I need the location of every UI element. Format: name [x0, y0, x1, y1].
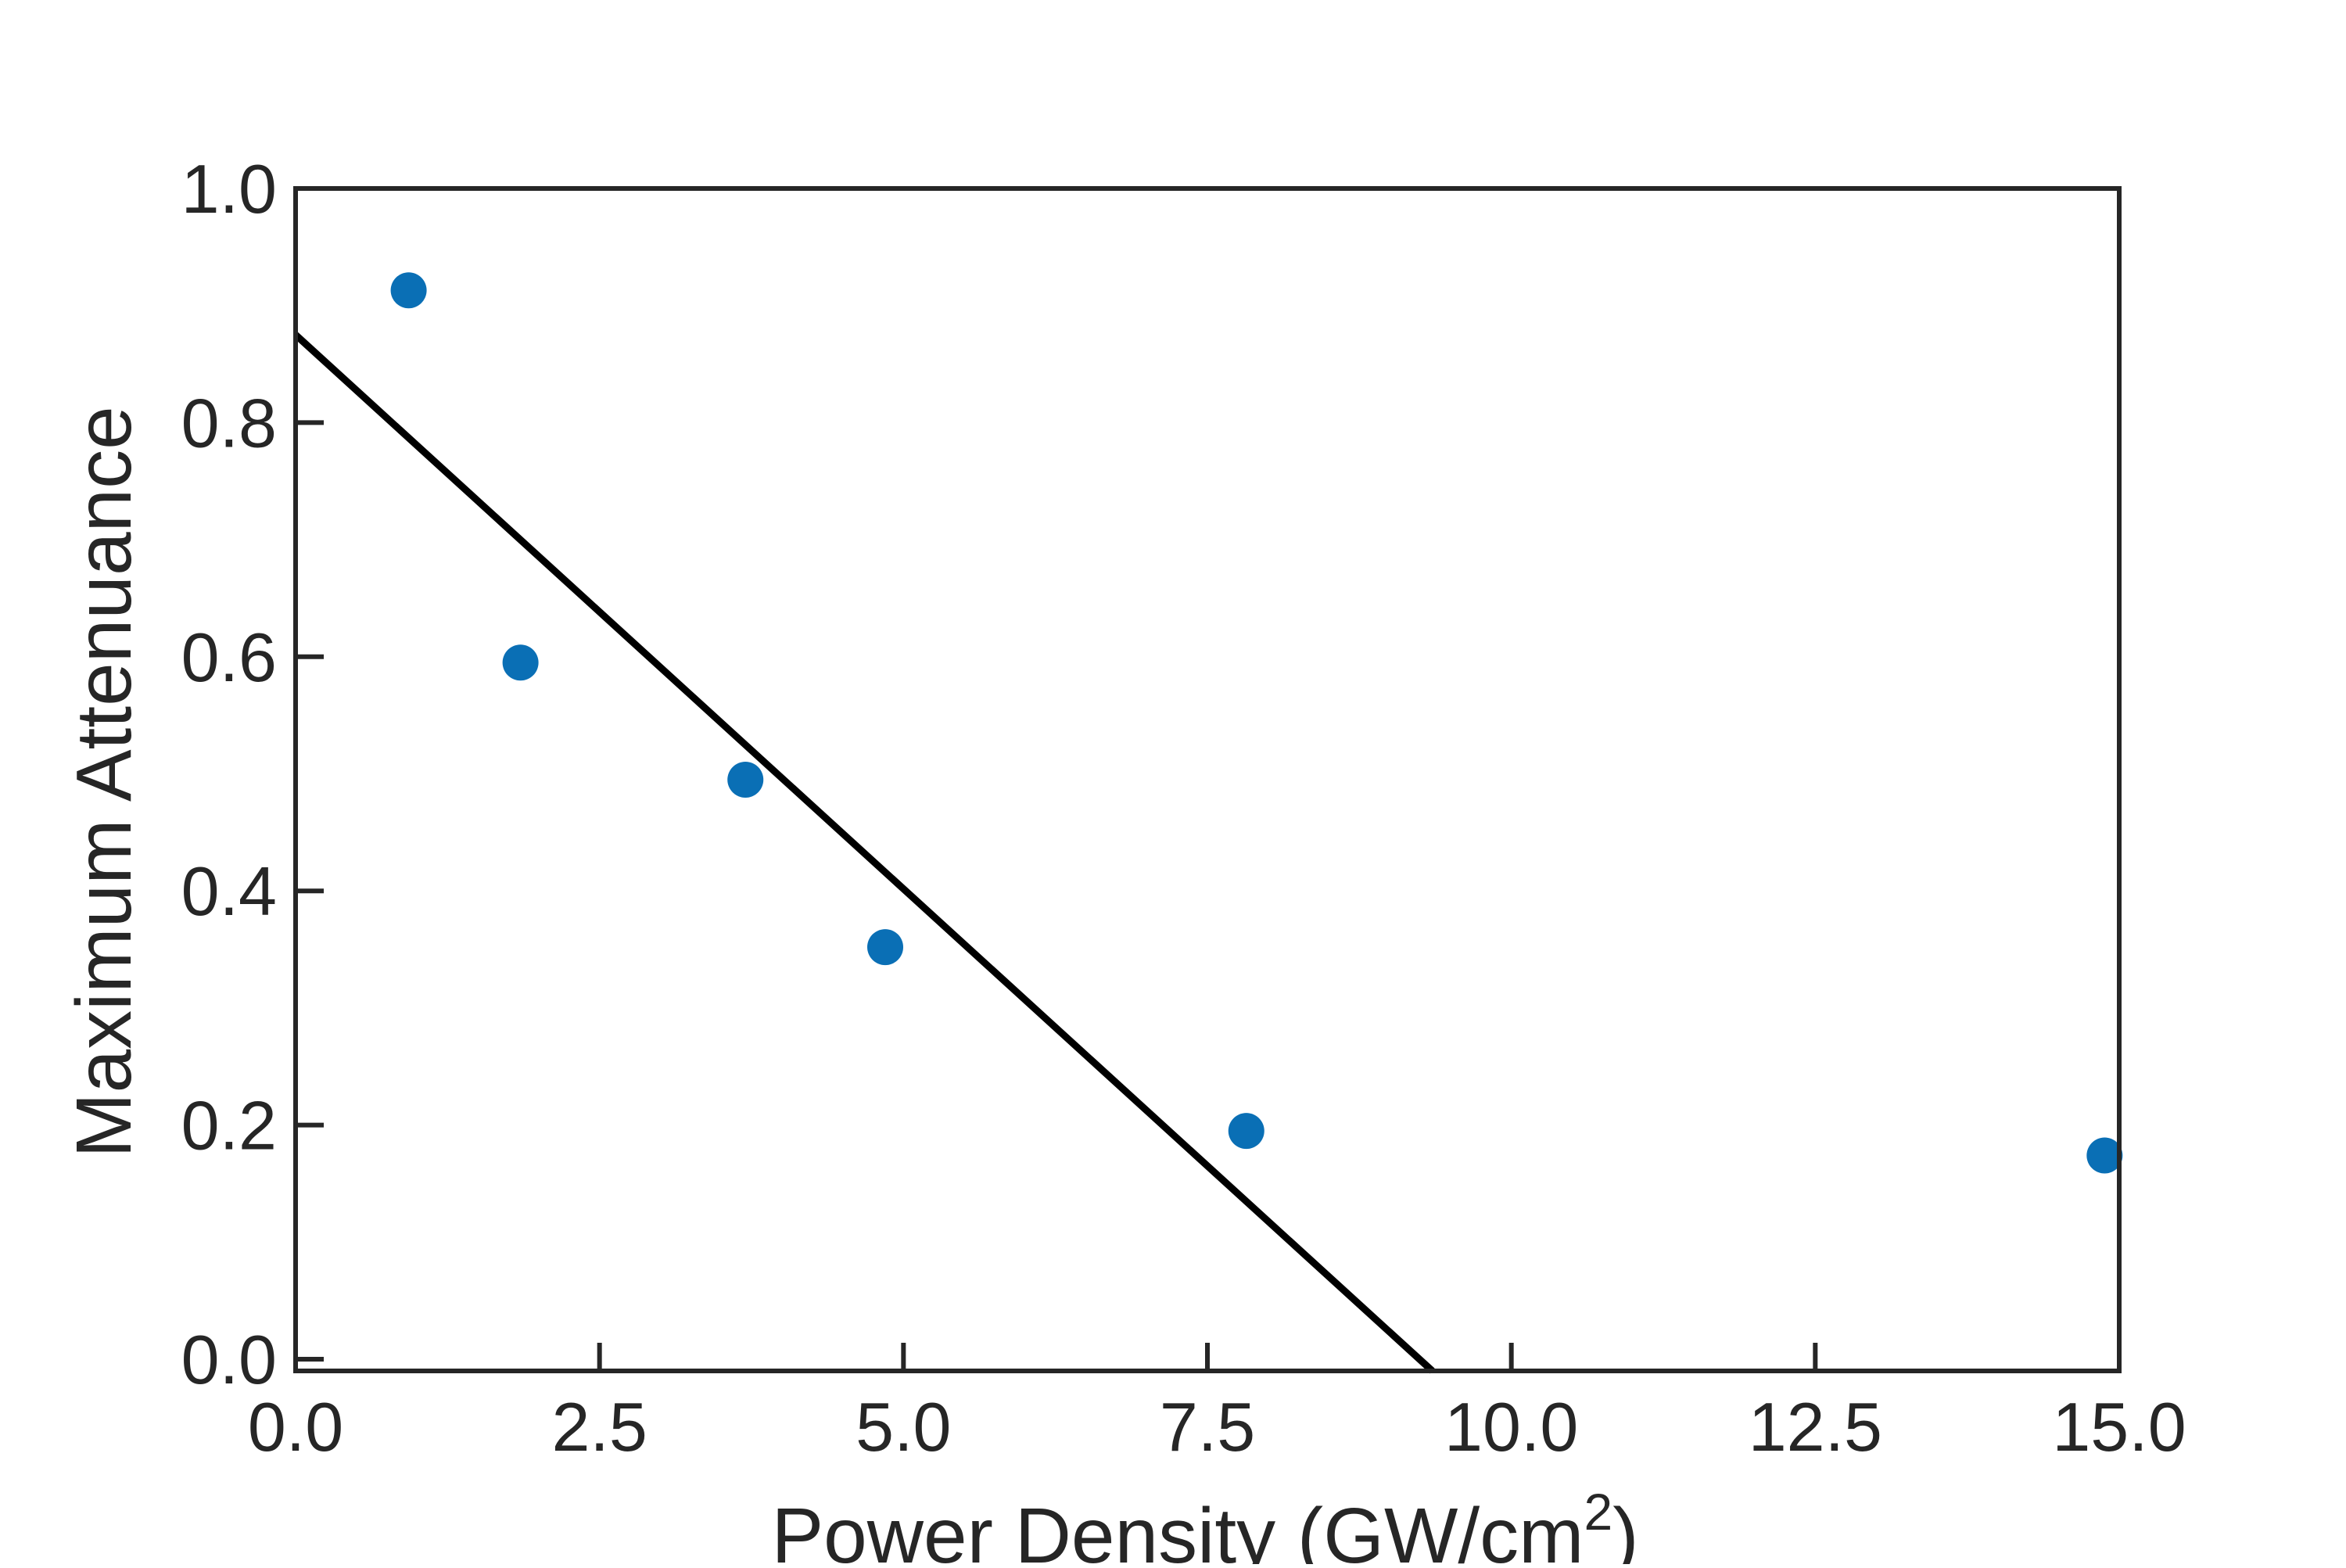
x-tick-label: 0.0: [248, 1388, 343, 1466]
data-point: [390, 272, 427, 309]
series-layer: [292, 272, 2123, 1374]
x-tick-label: 10.0: [1444, 1388, 1578, 1466]
y-tick-label: 0.8: [181, 384, 277, 461]
y-tick-label: 0.6: [181, 619, 277, 696]
x-tick-label: 7.5: [1160, 1388, 1255, 1466]
y-axis-ticks: 0.0 0.2 0.4 0.6 0.8 1.0: [181, 150, 324, 1398]
data-point: [1228, 1113, 1264, 1150]
data-point: [727, 762, 764, 798]
x-axis-label: Power Density (GW/cm2): [771, 1483, 1638, 1564]
data-point: [502, 644, 539, 681]
y-tick-label: 1.0: [181, 150, 277, 228]
x-tick-label: 12.5: [1749, 1388, 1882, 1466]
x-axis-label-suffix: ): [1612, 1492, 1638, 1564]
x-axis-label-superscript: 2: [1584, 1483, 1612, 1541]
y-axis-label: Maximum Attenuance: [60, 406, 148, 1158]
x-tick-label: 2.5: [551, 1388, 647, 1466]
x-axis-label-text: Power Density (GW/cm: [771, 1492, 1584, 1564]
y-tick-label: 0.2: [181, 1087, 277, 1164]
y-tick-label: 0.4: [181, 852, 277, 930]
x-tick-label: 15.0: [2052, 1388, 2186, 1466]
fit-line: [292, 332, 1435, 1374]
plot-frame: [293, 186, 2122, 1373]
data-point: [2086, 1137, 2123, 1174]
x-tick-label: 5.0: [856, 1388, 951, 1466]
y-tick-label: 0.0: [181, 1321, 277, 1398]
x-axis-ticks: 0.0 2.5 5.0 7.5 10.0 12.5 15.0: [248, 1343, 2186, 1466]
data-point: [867, 929, 904, 966]
